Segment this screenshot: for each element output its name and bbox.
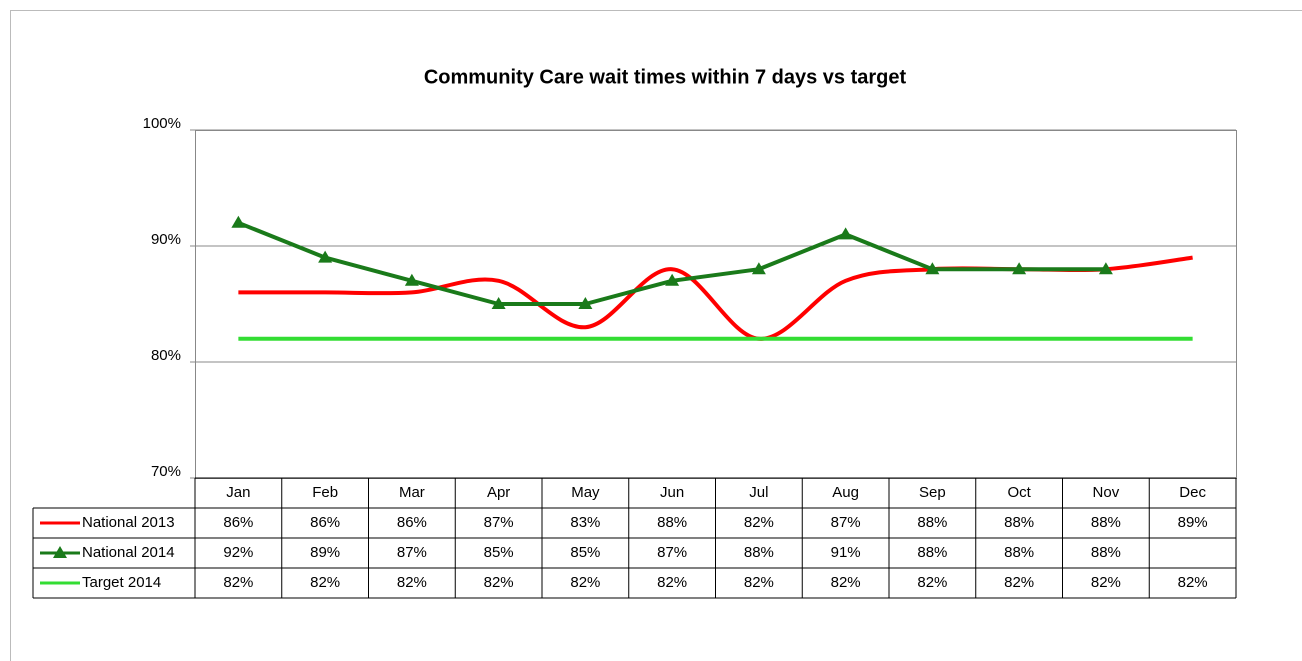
table-value: 82%	[1004, 574, 1034, 591]
table-value: 88%	[657, 514, 687, 531]
table-value: 89%	[310, 544, 340, 561]
legend-label: National 2013	[82, 514, 175, 531]
table-value: 82%	[570, 574, 600, 591]
marker	[491, 297, 506, 309]
x-tick-label: Apr	[487, 484, 510, 501]
marker	[925, 262, 940, 275]
legend-label: Target 2014	[82, 574, 161, 591]
x-tick-label: Jun	[660, 484, 684, 501]
table-value: 88%	[1004, 514, 1034, 531]
table-value: 85%	[570, 544, 600, 561]
table-value: 88%	[1004, 544, 1034, 561]
table-value: 92%	[223, 544, 253, 561]
y-tick-label: 70%	[151, 463, 181, 480]
table-value: 82%	[917, 574, 947, 591]
marker	[231, 215, 246, 228]
x-tick-label: Feb	[312, 484, 338, 501]
marker	[318, 250, 333, 263]
legend-marker	[53, 546, 67, 558]
y-tick-label: 100%	[143, 115, 181, 132]
table-value: 82%	[1178, 574, 1208, 591]
table-value: 86%	[223, 514, 253, 531]
table-value: 82%	[744, 514, 774, 531]
marker	[578, 297, 593, 309]
x-tick-label: Dec	[1179, 484, 1206, 501]
table-value: 88%	[917, 514, 947, 531]
x-tick-label: Oct	[1007, 484, 1031, 501]
x-tick-label: May	[571, 484, 600, 501]
table-value: 88%	[1091, 514, 1121, 531]
table-value: 87%	[397, 544, 427, 561]
table-value: 87%	[831, 514, 861, 531]
table-value: 87%	[484, 514, 514, 531]
table-value: 82%	[657, 574, 687, 591]
legend-label: National 2014	[82, 544, 175, 561]
y-tick-label: 90%	[151, 231, 181, 248]
x-tick-label: Nov	[1093, 484, 1120, 501]
marker	[1012, 262, 1027, 275]
chart-title: Community Care wait times within 7 days …	[424, 66, 907, 88]
table-value: 82%	[744, 574, 774, 591]
marker	[838, 227, 853, 240]
table-value: 82%	[831, 574, 861, 591]
x-tick-label: Mar	[399, 484, 425, 501]
x-tick-label: Sep	[919, 484, 946, 501]
table-value: 83%	[570, 514, 600, 531]
x-tick-label: Jan	[226, 484, 250, 501]
table-value: 91%	[831, 544, 861, 561]
table-value: 82%	[397, 574, 427, 591]
table-value: 82%	[310, 574, 340, 591]
marker	[404, 273, 419, 286]
marker	[665, 273, 680, 286]
table-value: 89%	[1178, 514, 1208, 531]
marker	[1098, 262, 1113, 275]
table-value: 86%	[397, 514, 427, 531]
table-value: 87%	[657, 544, 687, 561]
table-value: 82%	[223, 574, 253, 591]
table-value: 82%	[1091, 574, 1121, 591]
table-value: 86%	[310, 514, 340, 531]
table-value: 82%	[484, 574, 514, 591]
y-tick-label: 80%	[151, 347, 181, 364]
x-tick-label: Jul	[749, 484, 768, 501]
x-tick-label: Aug	[832, 484, 859, 501]
chart-frame	[10, 10, 1302, 661]
table-value: 88%	[744, 544, 774, 561]
marker	[751, 262, 766, 275]
table-value: 88%	[917, 544, 947, 561]
table-value: 85%	[484, 544, 514, 561]
table-value: 88%	[1091, 544, 1121, 561]
